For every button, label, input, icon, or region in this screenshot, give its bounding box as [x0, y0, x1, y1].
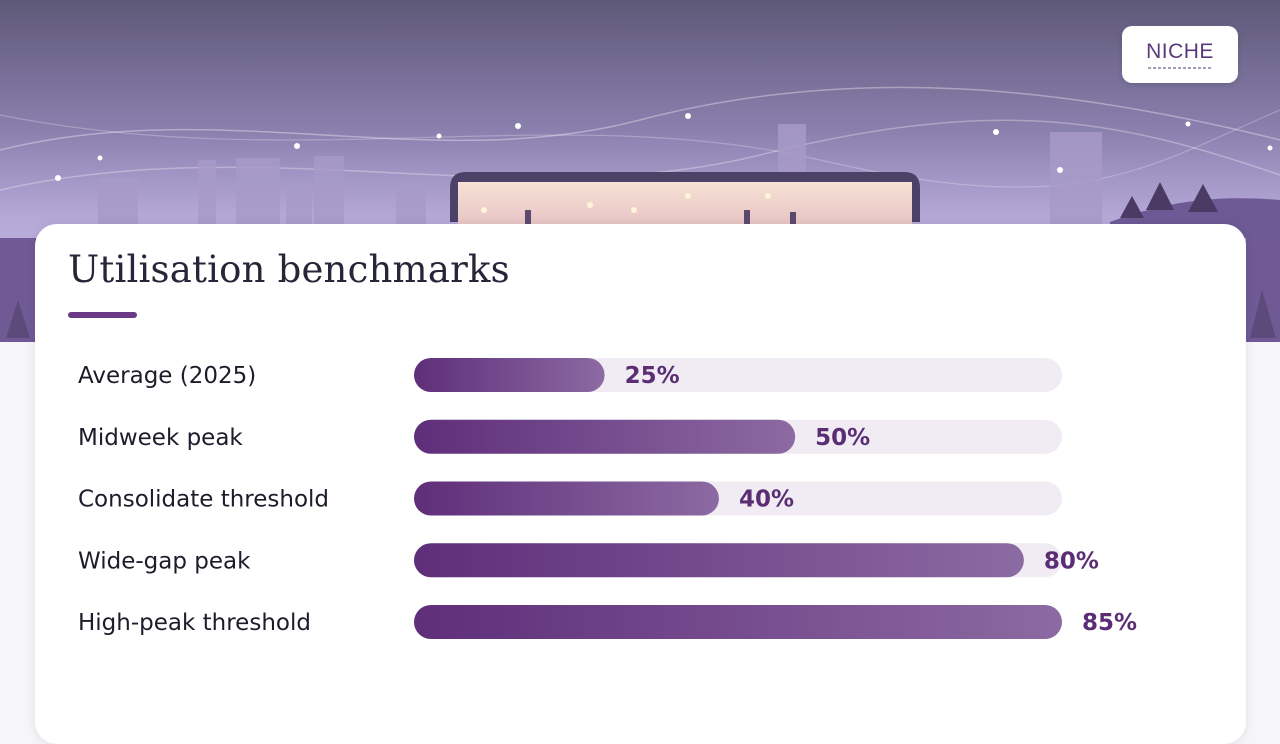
category-label: Wide-gap peak — [78, 548, 251, 574]
value-label: 40% — [739, 487, 794, 513]
category-label: Consolidate threshold — [78, 487, 329, 513]
value-label: 80% — [1044, 548, 1099, 574]
logo-wordmark: NICHE — [1146, 39, 1214, 63]
slide-title: Utilisation benchmarks — [68, 248, 510, 291]
brand-logo: NICHE — [1122, 26, 1238, 83]
bar — [414, 481, 719, 516]
bar — [414, 543, 1024, 578]
title-underline — [68, 312, 137, 318]
value-label: 85% — [1082, 610, 1137, 636]
logo-tagline-mark — [1148, 66, 1212, 69]
bar — [414, 358, 605, 392]
value-label: 25% — [625, 363, 680, 389]
bar — [414, 419, 796, 454]
benchmark-bar-chart: Average (2025) 25% Midweek peak 50% Consolid… — [78, 358, 1137, 639]
value-label: 50% — [815, 425, 870, 451]
category-label: Average (2025) — [78, 363, 256, 389]
bar — [414, 605, 1062, 639]
category-label: High-peak threshold — [78, 610, 311, 636]
category-label: Midweek peak — [78, 425, 243, 451]
